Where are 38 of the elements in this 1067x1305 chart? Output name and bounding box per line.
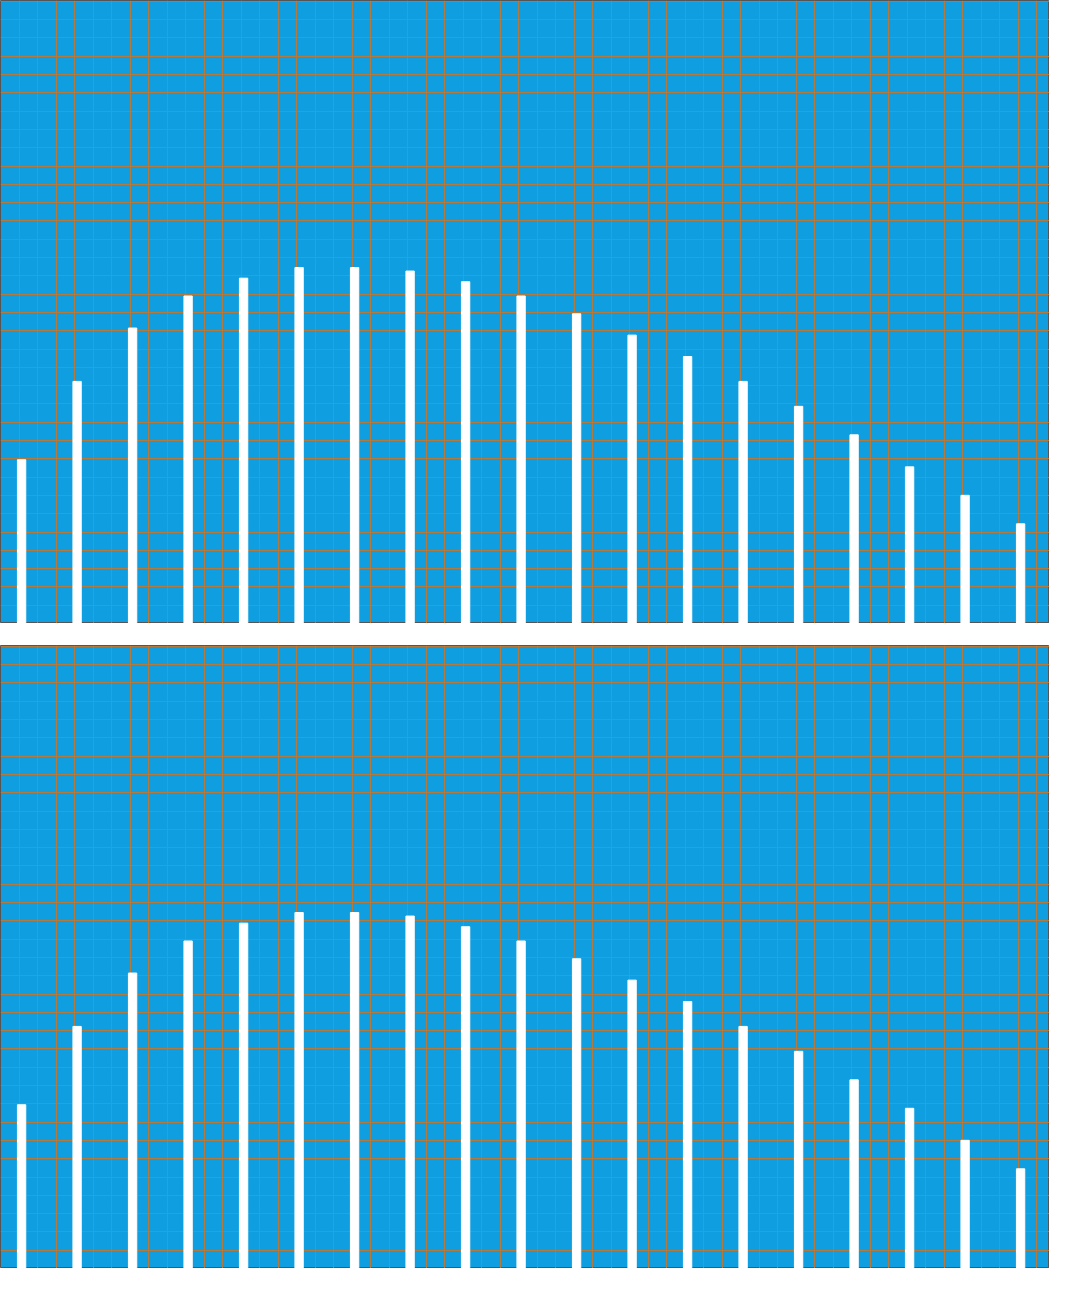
bar — [1015, 1168, 1026, 1268]
bar — [127, 972, 138, 1268]
bar — [849, 434, 859, 623]
bar — [571, 313, 582, 623]
bar — [183, 295, 193, 623]
bar — [238, 277, 249, 623]
bar — [294, 912, 304, 1268]
bar — [127, 327, 138, 623]
bar — [849, 1079, 859, 1268]
bar — [627, 979, 637, 1268]
bar — [16, 1104, 27, 1268]
bar — [349, 912, 360, 1268]
bar — [682, 356, 693, 623]
bar — [627, 334, 637, 623]
bar — [183, 940, 193, 1268]
bar — [960, 1139, 970, 1268]
bar — [571, 958, 582, 1268]
bar — [1015, 523, 1026, 623]
bar — [738, 1025, 748, 1268]
bar — [72, 1025, 82, 1268]
bar — [516, 295, 526, 623]
bar — [960, 494, 970, 623]
bar — [349, 267, 360, 623]
bar — [682, 1001, 693, 1268]
bar — [516, 940, 526, 1268]
bar — [793, 1050, 804, 1268]
bar — [405, 915, 415, 1268]
bar — [16, 459, 27, 623]
bar — [738, 380, 748, 623]
bar — [405, 270, 415, 623]
bar — [460, 281, 471, 623]
bar — [904, 466, 915, 623]
bar — [294, 267, 304, 623]
bar — [238, 922, 249, 1268]
bar — [72, 380, 82, 623]
bar — [460, 926, 471, 1268]
bar — [793, 405, 804, 623]
bar — [904, 1107, 915, 1268]
